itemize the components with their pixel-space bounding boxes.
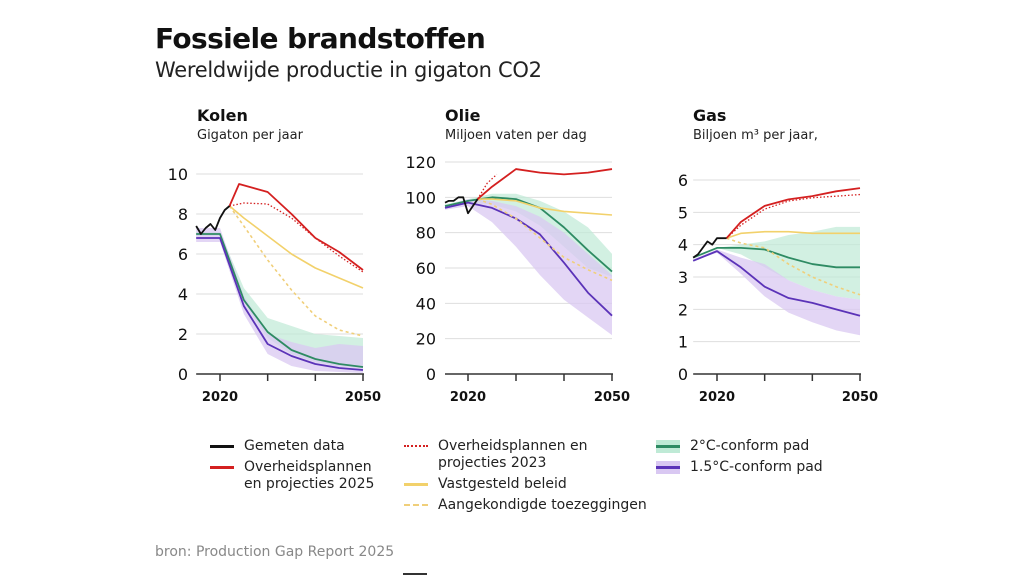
series-line-measured [444, 196, 479, 215]
legend-swatch-pledges [404, 497, 428, 514]
legend-item-gov2023: Overheidsplannen en projecties 2023 [404, 438, 654, 472]
series-line-policy [726, 230, 860, 239]
series-line-c15 [196, 237, 364, 371]
y-tick-label: 0 [426, 365, 436, 384]
series-line-c2 [444, 196, 613, 273]
band-c2_band [693, 226, 860, 300]
band-c15_band [445, 199, 612, 336]
legend-label: Vastgesteld beleid [438, 476, 567, 492]
series-line-pledges [726, 237, 861, 296]
legend-label: Aangekondigde toezeggingen [438, 497, 647, 513]
legend-item-policy: Vastgesteld beleid [404, 476, 654, 493]
series-line-gov2023 [477, 173, 498, 200]
y-tick-label: 4 [678, 236, 688, 255]
series-line-policy [229, 205, 364, 289]
panel-unit-label: Miljoen vaten per dag [445, 128, 587, 143]
page-subtitle: Wereldwijde productie in gigaton CO2 [155, 58, 542, 82]
bottom-divider [403, 573, 427, 575]
x-tick-label: 2020 [699, 390, 735, 405]
y-tick-label: 6 [178, 245, 188, 264]
legend-swatch-gov2025 [210, 459, 234, 476]
series-line-c15 [692, 250, 861, 317]
band-c15_band [196, 228, 363, 373]
panel-olie: Olie Miljoen vaten per dag 0 20 40 60 80 100 120… [405, 106, 630, 405]
y-tick-label: 20 [416, 330, 436, 349]
legend-column-1: Gemeten data Overheidsplannen en projecti… [210, 438, 390, 497]
legend-column-3: 2°C-conform pad 1.5°C-conform pad [656, 438, 856, 480]
series-line-gov2025 [477, 168, 613, 200]
page-title: Fossiele brandstoffen [155, 22, 486, 55]
panel-kolen: Kolen Gigaton per jaar 0 2 4 6 8 10 2020 2050 [168, 106, 381, 405]
y-tick-label: 0 [678, 365, 688, 384]
legend-item-c2: 2°C-conform pad [656, 438, 856, 455]
y-tick-label: 40 [416, 294, 436, 313]
y-tick-label: 100 [405, 188, 436, 207]
y-tick-label: 60 [416, 259, 436, 278]
y-tick-label: 2 [178, 325, 188, 344]
x-tick-label: 2020 [202, 390, 238, 405]
legend-item-gov2025: Overheidsplannen en projecties 2025 [210, 459, 390, 493]
y-tick-label: 2 [678, 300, 688, 319]
series-line-c2 [196, 233, 364, 368]
series-line-pledges [477, 198, 613, 282]
legend-label: Overheidsplannen en projecties 2025 [244, 459, 375, 492]
panel-title: Olie [445, 106, 481, 125]
x-tick-label: 2050 [842, 390, 878, 405]
legend-item-measured: Gemeten data [210, 438, 390, 455]
series-line-gov2025 [725, 187, 861, 239]
y-tick-label: 8 [178, 205, 188, 224]
legend-swatch-gov2023 [404, 438, 428, 455]
series-line-pledges [228, 205, 364, 337]
legend-label: Overheidsplannen en projecties 2023 [438, 438, 588, 471]
series-line-policy [477, 198, 613, 216]
series-line-c2 [692, 246, 860, 269]
panel-title: Kolen [197, 106, 248, 125]
y-tick-label: 4 [178, 285, 188, 304]
series-line-gov2023 [229, 202, 364, 273]
x-tick-label: 2050 [345, 390, 381, 405]
y-tick-label: 10 [168, 165, 188, 184]
legend-label: 1.5°C-conform pad [690, 459, 823, 475]
legend-swatch-c15 [656, 459, 680, 476]
panel-gas: Gas Biljoen m³ per jaar, 0 1 2 3 4 5 6 2020 2050 [678, 106, 878, 405]
legend-swatch-measured [210, 438, 234, 455]
panel-title: Gas [693, 106, 726, 125]
legend-column-2: Overheidsplannen en projecties 2023 Vastg… [404, 438, 654, 518]
y-tick-label: 80 [416, 224, 436, 243]
y-tick-label: 3 [678, 268, 688, 287]
x-tick-label: 2050 [594, 390, 630, 405]
source-note: bron: Production Gap Report 2025 [155, 544, 395, 560]
legend-swatch-c2 [656, 438, 680, 455]
y-tick-label: 5 [678, 203, 688, 222]
y-tick-label: 120 [405, 153, 436, 172]
series-line-measured [195, 205, 231, 235]
y-tick-label: 1 [678, 333, 688, 352]
legend-item-c15: 1.5°C-conform pad [656, 459, 856, 476]
series-line-measured [692, 237, 727, 259]
y-tick-label: 0 [178, 365, 188, 384]
series-line-gov2025 [228, 183, 364, 271]
x-tick-label: 2020 [450, 390, 486, 405]
legend-label: 2°C-conform pad [690, 438, 810, 454]
y-tick-label: 6 [678, 171, 688, 190]
series-line-c15 [444, 201, 613, 317]
legend-item-pledges: Aangekondigde toezeggingen [404, 497, 654, 514]
panel-unit-label: Biljoen m³ per jaar, [693, 128, 818, 143]
panel-unit-label: Gigaton per jaar [197, 128, 304, 143]
legend-swatch-policy [404, 476, 428, 493]
legend-label: Gemeten data [244, 438, 345, 454]
